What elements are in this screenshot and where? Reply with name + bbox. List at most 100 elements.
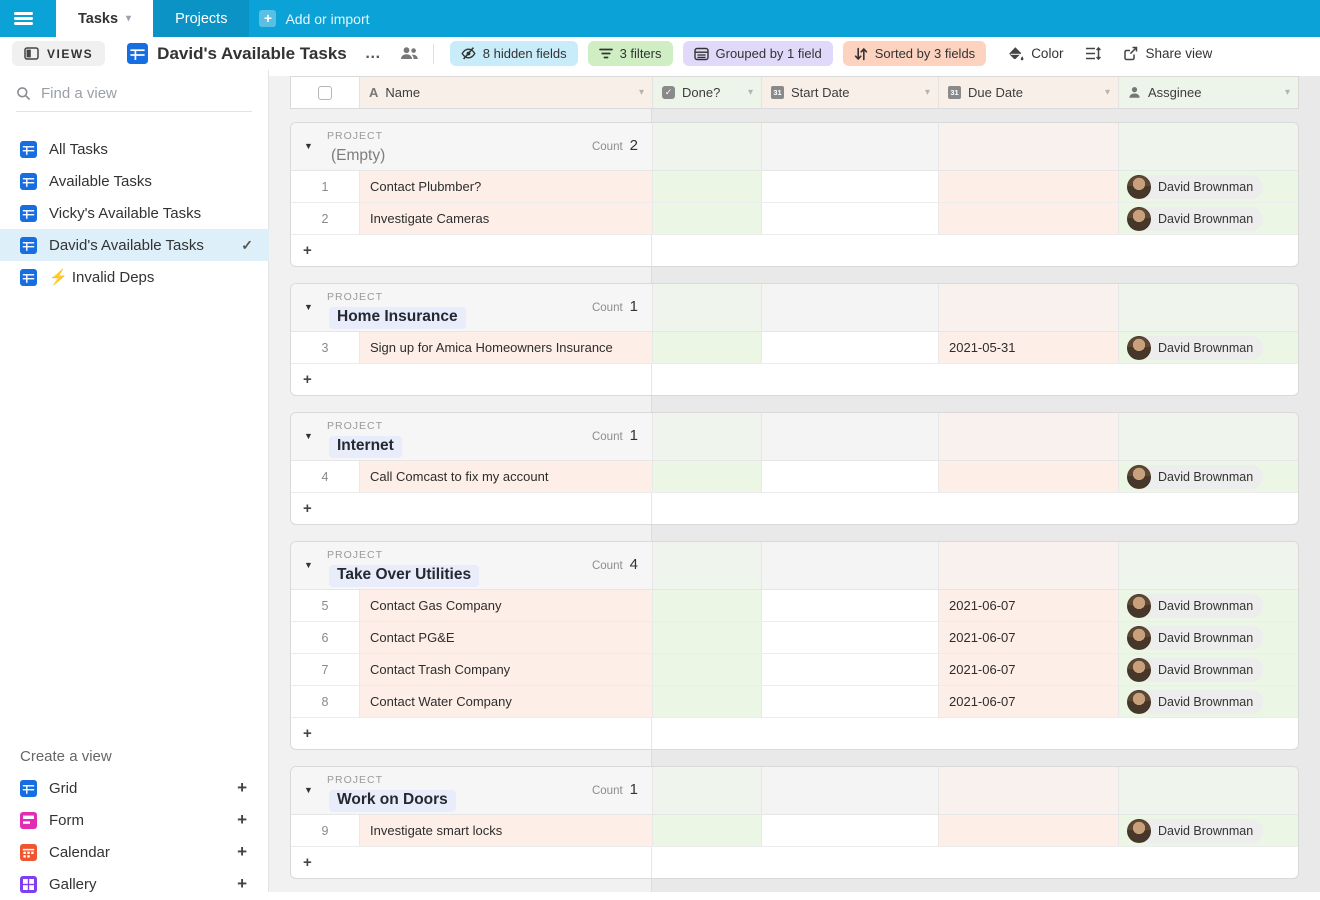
plus-icon[interactable]: + — [237, 842, 247, 861]
cell-done[interactable] — [652, 686, 761, 717]
cell-name[interactable]: Contact Gas Company — [359, 590, 652, 621]
row-number[interactable]: 4 — [321, 469, 329, 484]
cell-start-date[interactable] — [761, 590, 938, 621]
row-number[interactable]: 9 — [321, 823, 329, 838]
column-header-name[interactable]: A Name ▾ — [359, 77, 652, 108]
add-row-button[interactable]: + — [291, 235, 652, 266]
find-a-view-input[interactable] — [41, 85, 252, 102]
collaborators-icon[interactable] — [400, 46, 419, 61]
cell-start-date[interactable] — [761, 461, 938, 492]
row-height-button[interactable] — [1085, 46, 1102, 61]
plus-icon[interactable]: + — [237, 810, 247, 829]
cell-due-date[interactable]: 2021-06-07 — [938, 622, 1118, 653]
cell-due-date[interactable] — [938, 461, 1118, 492]
row-number[interactable]: 1 — [321, 179, 329, 194]
hidden-fields-icon — [461, 46, 476, 61]
cell-assignee[interactable]: David Brownman — [1118, 686, 1298, 717]
add-row-button[interactable]: + — [291, 364, 652, 395]
color-button[interactable]: Color — [1008, 46, 1063, 62]
cell-start-date[interactable] — [761, 171, 938, 202]
cell-due-date[interactable] — [938, 171, 1118, 202]
collapse-group-icon[interactable]: ▼ — [304, 431, 313, 441]
add-row-button[interactable]: + — [291, 493, 652, 524]
row-number[interactable]: 3 — [321, 340, 329, 355]
cell-done[interactable] — [652, 171, 761, 202]
sidebar-view-item[interactable]: David's Available Tasks ✓ — [0, 229, 269, 261]
column-header-assginee[interactable]: Assginee ▾ — [1118, 77, 1298, 108]
top-tab-projects[interactable]: Projects — [153, 0, 250, 37]
sidebar-view-item[interactable]: ⚡ Invalid Deps — [0, 261, 269, 293]
plus-icon[interactable]: + — [237, 874, 247, 893]
sidebar-view-item[interactable]: Vicky's Available Tasks — [0, 197, 269, 229]
add-or-import-button[interactable]: + Add or import — [259, 0, 370, 37]
cell-assignee[interactable]: David Brownman — [1118, 461, 1298, 492]
cell-due-date[interactable] — [938, 203, 1118, 234]
cell-name[interactable]: Contact Water Company — [359, 686, 652, 717]
create-view-item-calendar[interactable]: Calendar + — [0, 836, 269, 868]
sidebar-view-item[interactable]: All Tasks — [0, 133, 269, 165]
plus-icon[interactable]: + — [237, 778, 247, 797]
cell-assignee[interactable]: David Brownman — [1118, 622, 1298, 653]
cell-name[interactable]: Sign up for Amica Homeowners Insurance — [359, 332, 652, 363]
column-header-start-date[interactable]: 31 Start Date ▾ — [761, 77, 938, 108]
cell-name[interactable]: Investigate Cameras — [359, 203, 652, 234]
row-number[interactable]: 5 — [321, 598, 329, 613]
cell-start-date[interactable] — [761, 686, 938, 717]
cell-name[interactable]: Call Comcast to fix my account — [359, 461, 652, 492]
row-number[interactable]: 7 — [321, 662, 329, 677]
cell-done[interactable] — [652, 203, 761, 234]
cell-due-date[interactable]: 2021-05-31 — [938, 332, 1118, 363]
row-number[interactable]: 2 — [321, 211, 329, 226]
create-view-item-grid[interactable]: Grid + — [0, 772, 269, 804]
cell-name[interactable]: Contact Trash Company — [359, 654, 652, 685]
cell-start-date[interactable] — [761, 654, 938, 685]
add-row-button[interactable]: + — [291, 847, 652, 878]
cell-start-date[interactable] — [761, 203, 938, 234]
cell-assignee[interactable]: David Brownman — [1118, 654, 1298, 685]
cell-start-date[interactable] — [761, 815, 938, 846]
view-menu-dots-icon[interactable]: … — [364, 44, 382, 62]
cell-assignee[interactable]: David Brownman — [1118, 171, 1298, 202]
views-toggle-button[interactable]: VIEWS — [12, 41, 106, 66]
cell-start-date[interactable] — [761, 622, 938, 653]
count-value: 1 — [629, 427, 638, 444]
pill-sorted[interactable]: Sorted by 3 fields — [842, 41, 987, 66]
row-number[interactable]: 6 — [321, 630, 329, 645]
cell-done[interactable] — [652, 622, 761, 653]
hamburger-menu-icon[interactable] — [0, 0, 46, 37]
cell-name[interactable]: Investigate smart locks — [359, 815, 652, 846]
share-view-button[interactable]: Share view — [1123, 46, 1212, 61]
cell-due-date[interactable] — [938, 815, 1118, 846]
cell-due-date[interactable]: 2021-06-07 — [938, 654, 1118, 685]
cell-assignee[interactable]: David Brownman — [1118, 332, 1298, 363]
cell-done[interactable] — [652, 590, 761, 621]
top-tab-tasks[interactable]: Tasks ▾ — [56, 0, 154, 37]
cell-assignee[interactable]: David Brownman — [1118, 815, 1298, 846]
row-number[interactable]: 8 — [321, 694, 329, 709]
pill-filter[interactable]: 3 filters — [587, 41, 673, 66]
collapse-group-icon[interactable]: ▼ — [304, 302, 313, 312]
cell-assignee[interactable]: David Brownman — [1118, 203, 1298, 234]
add-row-button[interactable]: + — [291, 718, 652, 749]
sidebar-view-item[interactable]: Available Tasks — [0, 165, 269, 197]
cell-start-date[interactable] — [761, 332, 938, 363]
create-view-item-gallery[interactable]: Gallery + — [0, 868, 269, 900]
cell-due-date[interactable]: 2021-06-07 — [938, 686, 1118, 717]
column-header-due-date[interactable]: 31 Due Date ▾ — [938, 77, 1118, 108]
collapse-group-icon[interactable]: ▼ — [304, 560, 313, 570]
collapse-group-icon[interactable]: ▼ — [304, 141, 313, 151]
select-all-checkbox[interactable] — [318, 85, 332, 100]
cell-done[interactable] — [652, 815, 761, 846]
collapse-group-icon[interactable]: ▼ — [304, 785, 313, 795]
column-header-done-[interactable]: ✓ Done? ▾ — [652, 77, 761, 108]
create-view-item-form[interactable]: Form + — [0, 804, 269, 836]
cell-assignee[interactable]: David Brownman — [1118, 590, 1298, 621]
cell-name[interactable]: Contact PG&E — [359, 622, 652, 653]
pill-grouped[interactable]: Grouped by 1 field — [682, 41, 833, 66]
pill-hidden-fields[interactable]: 8 hidden fields — [449, 41, 578, 66]
cell-done[interactable] — [652, 461, 761, 492]
cell-done[interactable] — [652, 332, 761, 363]
cell-due-date[interactable]: 2021-06-07 — [938, 590, 1118, 621]
cell-done[interactable] — [652, 654, 761, 685]
cell-name[interactable]: Contact Plubmber? — [359, 171, 652, 202]
